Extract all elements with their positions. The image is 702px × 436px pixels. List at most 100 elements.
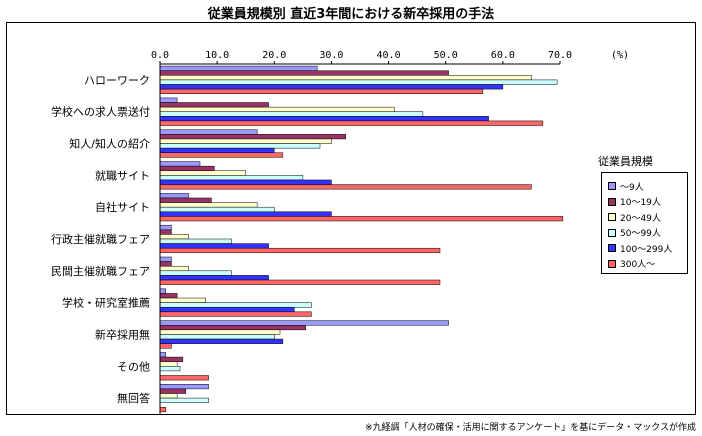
legend-label: 300人〜 xyxy=(620,260,656,270)
bar xyxy=(159,407,166,413)
legend-swatch xyxy=(608,182,616,190)
legend-label: 10〜19人 xyxy=(620,198,661,208)
legend-swatch xyxy=(608,213,616,221)
category-label: ハローワーク xyxy=(84,74,150,87)
bar xyxy=(159,352,166,358)
bar xyxy=(159,261,172,267)
bar xyxy=(159,224,172,231)
legend-label: 100〜299人 xyxy=(620,244,673,255)
bar xyxy=(159,97,178,103)
bar xyxy=(159,311,312,317)
legend-swatch xyxy=(608,197,616,206)
bar xyxy=(159,297,206,303)
bar xyxy=(159,243,269,249)
bar xyxy=(159,238,232,244)
category-label: その他 xyxy=(117,360,150,373)
bar xyxy=(159,216,564,222)
source-note: ※九経調「人材の確保・活用に関するアンケート」を基にデータ・マックスが作成 xyxy=(365,423,696,433)
legend-item: 100〜299人 xyxy=(608,242,673,255)
bar xyxy=(159,161,201,167)
category-label: 行政主催就職フェア xyxy=(51,232,150,246)
bar xyxy=(159,70,449,76)
bar xyxy=(159,393,178,399)
bar xyxy=(159,375,209,381)
bar xyxy=(159,366,181,372)
legend-item: 50〜99人 xyxy=(608,227,661,239)
chart-title: 従業員規模別 直近3年間における新卒採用の手法 xyxy=(207,7,495,22)
bar xyxy=(159,79,558,85)
bar xyxy=(159,293,178,299)
bar xyxy=(159,75,532,81)
category-label: 就職サイト xyxy=(95,168,150,182)
bar xyxy=(159,397,209,403)
bar xyxy=(159,388,186,394)
bar xyxy=(159,193,189,199)
category-label: 民間主催就職フェア xyxy=(51,264,150,278)
legend-swatch xyxy=(608,228,616,237)
x-tick-label: 60.0 xyxy=(491,50,515,61)
bar xyxy=(159,116,489,122)
bar xyxy=(159,84,504,90)
x-tick-label: 20.0 xyxy=(262,50,286,61)
bar xyxy=(159,361,178,367)
category-label: 知人/知人の紹介 xyxy=(69,137,150,151)
bar xyxy=(159,256,172,262)
bar xyxy=(159,165,215,172)
bar xyxy=(159,343,172,349)
bar xyxy=(159,129,258,135)
legend-item: 300人〜 xyxy=(608,258,655,270)
category-label: 学校への求人票送付 xyxy=(51,105,150,119)
category-label: 無回答 xyxy=(117,391,150,405)
x-tick-label: 40.0 xyxy=(377,50,401,61)
bar xyxy=(159,211,332,217)
bar xyxy=(159,302,312,308)
bar xyxy=(159,152,284,158)
unit-label: (%) xyxy=(611,50,629,61)
bar xyxy=(159,206,275,213)
legend-item: 20〜49人 xyxy=(608,211,661,224)
bar xyxy=(159,202,258,208)
bar xyxy=(159,197,212,203)
bar xyxy=(159,65,318,71)
chart-frame xyxy=(6,22,696,415)
x-tick-label: 0.0 xyxy=(151,50,169,61)
legend-label: 20〜49人 xyxy=(620,213,661,224)
bar xyxy=(159,170,246,176)
bar xyxy=(159,288,166,294)
bar xyxy=(159,179,332,185)
bar xyxy=(159,265,189,272)
x-tick-label: 10.0 xyxy=(205,50,229,61)
bar xyxy=(159,143,321,149)
x-tick-label: 50.0 xyxy=(434,50,458,61)
bar xyxy=(159,234,189,240)
bar xyxy=(159,320,449,326)
bar xyxy=(159,147,275,153)
legend-swatch xyxy=(608,259,616,268)
bar xyxy=(159,247,441,254)
bar xyxy=(159,270,232,276)
legend-item: 10〜19人 xyxy=(608,196,661,208)
bar xyxy=(159,111,424,117)
category-label: 学校・研究室推薦 xyxy=(62,296,150,310)
legend: 〜9人 10〜19人 20〜49人 50〜99人 100〜299人 300人〜 xyxy=(601,172,688,274)
bar xyxy=(159,325,306,331)
category-label: 自社サイト xyxy=(95,200,150,214)
bar xyxy=(159,175,304,181)
x-tick-label: 30.0 xyxy=(319,50,343,61)
legend-item: 〜9人 xyxy=(608,180,644,193)
x-tick-label: 70.0 xyxy=(548,50,572,61)
bar xyxy=(159,120,544,126)
bar xyxy=(159,306,295,313)
bar xyxy=(159,275,269,281)
bar xyxy=(159,138,332,144)
legend-label: 〜9人 xyxy=(620,182,644,193)
legend-title: 従業員規模 xyxy=(598,155,653,168)
bar xyxy=(159,88,484,94)
bar xyxy=(159,102,269,108)
bar xyxy=(159,384,209,390)
bar xyxy=(159,106,395,112)
category-label: 新卒採用無 xyxy=(95,327,150,341)
bar xyxy=(159,356,184,362)
legend-swatch xyxy=(608,244,616,252)
